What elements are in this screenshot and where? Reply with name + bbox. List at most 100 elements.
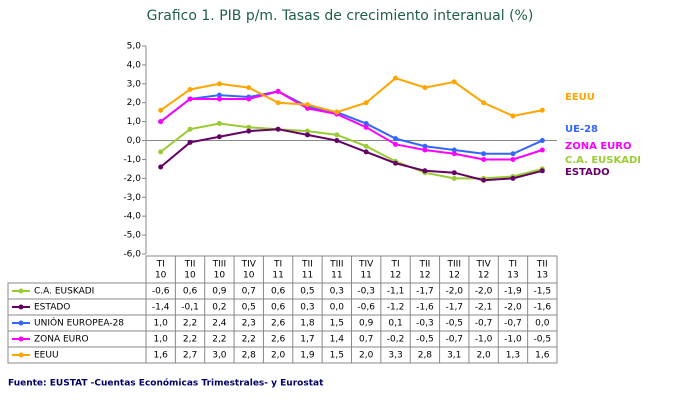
x-tick-label: TII — [418, 260, 430, 270]
table-value: 0,6 — [183, 287, 198, 297]
data-point — [451, 147, 457, 153]
table-value: 1,7 — [300, 335, 314, 345]
table-value: 1,0 — [154, 335, 169, 345]
data-point — [216, 81, 222, 87]
data-point — [304, 128, 310, 134]
table-value: 3,1 — [447, 351, 461, 361]
table-value: -0,6 — [357, 303, 375, 313]
data-point — [510, 113, 516, 119]
table-value: -2,0 — [445, 287, 463, 297]
data-point — [451, 175, 457, 181]
series-annotation: ZONA EURO — [565, 141, 632, 152]
series-annotation: C.A. EUSKADI — [565, 155, 641, 166]
table-value: -0,1 — [181, 303, 199, 313]
table-value: -2,0 — [475, 287, 493, 297]
table-value: 2,3 — [242, 319, 256, 329]
data-point — [275, 126, 281, 132]
table-value: 0,6 — [271, 303, 286, 313]
table-value: 0,5 — [300, 287, 314, 297]
table-value: 2,0 — [359, 351, 374, 361]
table-value: -1,0 — [475, 335, 493, 345]
data-point — [393, 141, 399, 147]
table-value: 0,1 — [388, 319, 402, 329]
x-tick-label: TIII — [329, 260, 343, 270]
data-point — [539, 138, 545, 144]
data-point — [334, 132, 340, 138]
data-point — [334, 138, 340, 144]
x-tick-label: 13 — [537, 271, 548, 281]
data-point — [216, 121, 222, 127]
table-value: -2,0 — [504, 303, 522, 313]
data-point — [304, 132, 310, 138]
data-point — [216, 96, 222, 102]
data-point — [187, 126, 193, 132]
legend-label: ESTADO — [34, 303, 70, 313]
table-value: 0,7 — [359, 335, 373, 345]
table-value: 2,8 — [242, 351, 257, 361]
x-tick-label: 11 — [272, 271, 283, 281]
data-point — [246, 96, 252, 102]
table-value: 2,2 — [242, 335, 256, 345]
table-value: 2,6 — [271, 319, 286, 329]
data-point — [481, 151, 487, 157]
table-value: -1,9 — [504, 287, 522, 297]
table-value: 1,4 — [330, 335, 345, 345]
series-line — [160, 77, 543, 118]
table-value: -1,7 — [416, 287, 434, 297]
data-point — [422, 147, 428, 153]
legend-marker — [18, 304, 24, 310]
data-point — [216, 134, 222, 140]
data-point — [481, 156, 487, 162]
table-value: 1,8 — [300, 319, 315, 329]
data-point — [246, 128, 252, 134]
table-value: 0,7 — [242, 287, 256, 297]
x-tick-label: TII — [301, 260, 313, 270]
data-point — [246, 124, 252, 130]
data-point — [187, 139, 193, 145]
table-value: 0,5 — [242, 303, 256, 313]
chart-title: Grafico 1. PIB p/m. Tasas de crecimiento… — [147, 8, 534, 24]
x-tick-label: 12 — [419, 271, 430, 281]
y-tick-label: -3,0 — [123, 193, 141, 203]
table-value: -0,5 — [445, 319, 463, 329]
data-point — [393, 136, 399, 142]
table-value: 0,3 — [330, 287, 344, 297]
table-value: 2,6 — [271, 335, 286, 345]
data-point — [422, 168, 428, 174]
table-value: 1,6 — [154, 351, 169, 361]
x-tick-label: TIV — [475, 260, 491, 270]
x-tick-label: 12 — [449, 271, 460, 281]
y-tick-label: -2,0 — [123, 174, 141, 184]
y-tick-label: 0,0 — [127, 136, 142, 146]
table-value: 1,5 — [330, 319, 344, 329]
table-value: 1,9 — [300, 351, 315, 361]
data-point — [334, 109, 340, 115]
table-value: 0,0 — [330, 303, 345, 313]
table-value: -1,0 — [504, 335, 522, 345]
series-line — [160, 90, 543, 161]
table-value: 0,3 — [300, 303, 314, 313]
table-value: 3,0 — [212, 351, 227, 361]
table-value: -0,3 — [357, 287, 375, 297]
data-point — [539, 107, 545, 113]
table-value: -1,5 — [534, 287, 552, 297]
table-value: 2,4 — [212, 319, 227, 329]
x-tick-label: 10 — [184, 271, 196, 281]
x-tick-label: 10 — [243, 271, 255, 281]
table-value: 2,2 — [183, 335, 197, 345]
y-tick-label: 1,0 — [127, 117, 142, 127]
x-tick-label: TIII — [212, 260, 226, 270]
y-tick-label: -4,0 — [123, 212, 141, 222]
table-value: 0,0 — [535, 319, 550, 329]
table-value: -0,7 — [475, 319, 493, 329]
x-tick-label: TIV — [241, 260, 257, 270]
data-point — [304, 105, 310, 111]
legend-label: UNIÓN EUROPEA-28 — [34, 317, 124, 329]
table-value: 1,0 — [154, 319, 169, 329]
legend-label: ZONA EURO — [34, 335, 89, 345]
legend-marker — [18, 352, 24, 358]
data-point — [481, 177, 487, 183]
legend-label: C.A. EUSKADI — [34, 287, 94, 297]
data-point — [422, 85, 428, 91]
series-annotation: EEUU — [565, 92, 595, 103]
